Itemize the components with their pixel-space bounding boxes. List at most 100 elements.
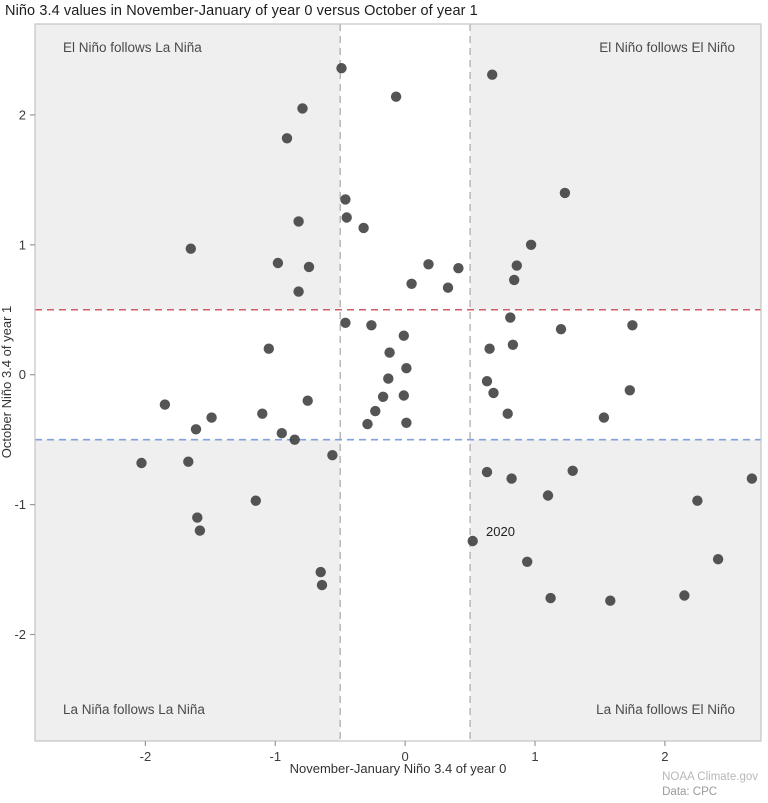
data-point [383,373,394,384]
data-point [555,324,567,335]
data-point [509,274,520,286]
data-point [276,428,287,439]
data-point [384,347,395,358]
x-tick-label: -1 [269,749,281,764]
data-point [627,320,638,331]
y-tick-label: 2 [19,107,26,122]
data-point [401,417,412,428]
data-point [281,133,293,144]
data-point [185,243,196,254]
data-point [340,194,351,205]
quadrant-label-top-right: El Niño follows El Niño [599,40,735,55]
quadrant-bg-top-left [35,24,341,310]
quadrant-label-bottom-right: La Niña follows El Niño [596,702,735,717]
data-point [467,535,478,547]
credit-source: NOAA Climate.gov [662,771,758,784]
data-point [559,187,571,199]
data-point [624,385,635,396]
x-axis-label: November-January Niño 3.4 of year 0 [290,761,507,776]
chart-title: Niño 3.4 values in November-January of y… [5,3,478,19]
data-point [250,495,261,506]
annotation-2020: 2020 [486,524,515,539]
data-point [302,395,313,406]
plot-frame [34,23,762,742]
data-point [272,257,284,269]
data-point [598,412,610,423]
x-tick-label: 1 [531,749,538,764]
data-point [297,103,308,114]
data-point [481,466,493,478]
data-point [370,405,381,417]
data-point [190,424,202,435]
data-point [692,495,703,506]
data-point [192,512,203,523]
data-point [136,457,147,469]
data-point [303,261,315,273]
data-point [507,339,519,350]
data-point [315,566,326,578]
data-point [712,554,724,565]
data-point [316,579,328,591]
data-point [525,239,537,250]
data-point [545,592,556,604]
data-point [377,391,389,402]
quadrant-bg-bottom-left [35,439,341,741]
data-point [511,260,522,271]
credit-data: Data: CPC [662,786,718,799]
data-point [289,434,300,445]
data-point [567,465,578,476]
data-point [159,399,171,410]
data-point [390,91,402,102]
y-tick-label: -2 [14,627,26,642]
y-axis-label: October Niño 3.4 of year 1 [0,306,14,458]
data-point [401,363,412,374]
quadrant-label-top-left: El Niño follows La Niña [63,40,202,55]
data-point [488,387,499,399]
data-point [336,62,347,74]
data-points [136,62,758,606]
data-point [358,222,369,234]
data-point [442,282,454,293]
data-point [362,418,373,430]
data-point [746,473,758,484]
data-point [327,450,338,461]
data-point [341,212,352,223]
y-tick-label: 0 [19,367,26,382]
data-point [194,525,206,536]
plot-border [34,23,762,742]
data-point [505,312,516,323]
data-point [293,286,304,297]
data-point [506,473,517,484]
data-point [542,490,554,501]
quadrant-label-bottom-left: La Niña follows La Niña [63,702,205,717]
data-point [423,259,434,270]
data-point [406,278,417,289]
data-point [679,590,690,601]
data-point [487,69,498,80]
data-point [398,390,409,401]
data-point [453,263,464,274]
data-point [340,317,351,328]
quadrant-shading [35,24,761,741]
data-point [366,320,377,331]
threshold-lines [35,24,761,741]
data-point [183,456,194,467]
data-point [484,343,495,354]
data-point [263,343,274,354]
data-point [293,216,304,227]
quadrant-bg-bottom-right [470,439,761,741]
data-point [522,556,533,567]
credit-block: NOAA Climate.gov Data: CPC [662,770,758,800]
data-point [605,595,616,606]
data-point [481,376,493,387]
x-tick-label: 2 [661,749,668,764]
data-point [206,412,217,423]
y-tick-label: -1 [14,497,26,512]
x-tick-label: -2 [140,749,152,764]
data-point [398,330,409,341]
x-tick-label: 0 [402,749,409,764]
y-tick-label: 1 [19,237,26,252]
data-point [502,408,513,419]
